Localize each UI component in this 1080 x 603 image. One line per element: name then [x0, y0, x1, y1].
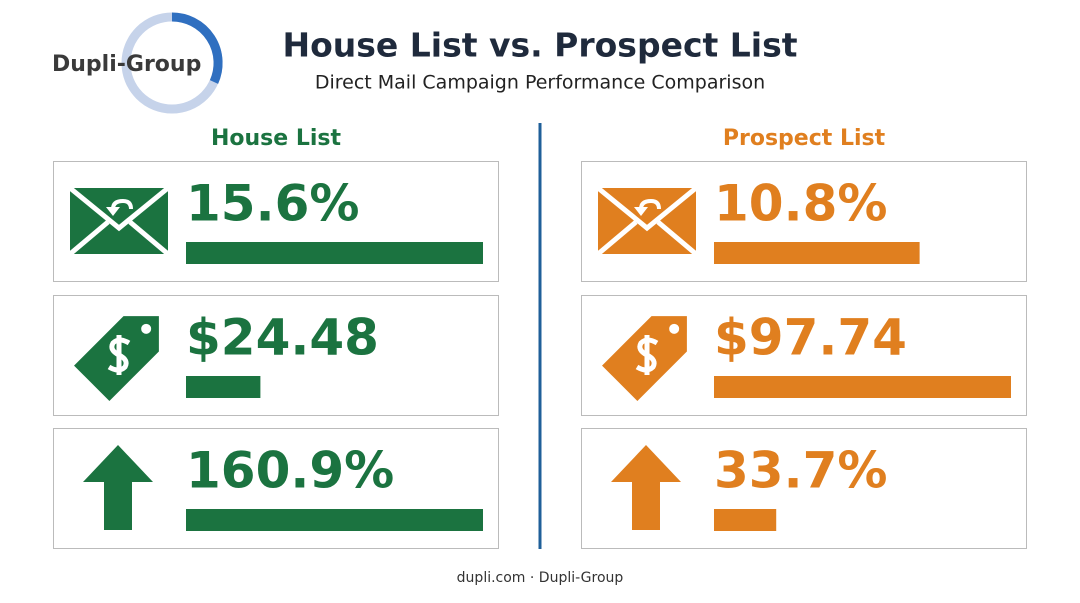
metric-bar — [714, 509, 777, 531]
logo-ring-accent — [171, 12, 223, 84]
metric-bar — [186, 509, 483, 531]
metric-value: 160.9% — [186, 442, 394, 500]
metric-bar — [186, 376, 261, 398]
tag-hole — [669, 323, 680, 334]
dollar-sign — [107, 335, 131, 375]
envelope-fold — [596, 220, 698, 256]
metric-card: $97.74 — [581, 295, 1027, 416]
metric-value: 33.7% — [714, 442, 887, 500]
tag-body — [74, 316, 159, 401]
metric-bar — [714, 242, 920, 264]
return-arrow — [111, 198, 133, 210]
metric-card: 15.6% — [53, 161, 499, 282]
metric-card: 33.7% — [581, 428, 1027, 549]
metric-bar — [714, 376, 1011, 398]
envelope-flap — [68, 186, 170, 232]
footer: dupli.com · Dupli-Group — [457, 570, 624, 586]
metric-value: $97.74 — [714, 309, 907, 367]
return-arrow-head — [106, 207, 120, 216]
logo-text: Dupli-Group — [52, 52, 201, 77]
metric-card: $24.48 — [53, 295, 499, 416]
metric-value: 15.6% — [186, 175, 359, 233]
envelope-fold — [68, 220, 170, 256]
metric-bar — [186, 242, 483, 264]
return-arrow — [639, 198, 661, 210]
envelope-flap — [596, 186, 698, 232]
subtitle: Direct Mail Campaign Performance Compari… — [315, 72, 765, 94]
title: House List vs. Prospect List — [282, 26, 797, 65]
tag-icon — [74, 316, 159, 401]
metric-value: $24.48 — [186, 309, 379, 367]
tag-body — [602, 316, 687, 401]
tag-hole — [141, 323, 152, 334]
metric-value: 10.8% — [714, 175, 887, 233]
up-arrow-icon — [611, 445, 681, 530]
panel-heading: House List — [211, 126, 342, 151]
metric-card: 160.9% — [53, 428, 499, 549]
tag-icon — [602, 316, 687, 401]
panel-heading: Prospect List — [723, 126, 886, 151]
up-arrow-icon — [83, 445, 153, 530]
dollar-sign — [635, 335, 659, 375]
metric-card: 10.8% — [581, 161, 1027, 282]
return-arrow-head — [634, 207, 648, 216]
